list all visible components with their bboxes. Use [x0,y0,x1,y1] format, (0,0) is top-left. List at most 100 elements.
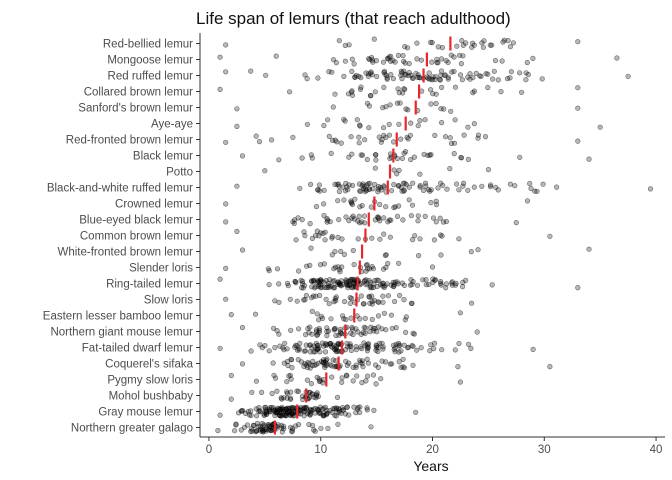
data-point [359,219,365,225]
series-points [217,52,620,67]
series-points [234,228,553,243]
data-point [389,361,395,367]
data-point [418,345,424,351]
series-points [223,260,436,275]
data-point [316,182,323,188]
data-point [525,71,531,78]
data-point [322,237,328,243]
data-point [380,293,386,299]
data-point [625,73,631,79]
data-point [439,347,445,353]
data-point [336,38,342,44]
data-point [433,91,439,97]
data-point [394,171,400,177]
data-point [490,76,496,82]
series-points [217,404,419,419]
data-point [371,36,377,42]
category-label: Slender loris [129,263,193,275]
data-point [395,86,401,92]
data-point [217,276,223,282]
data-point [233,421,239,427]
data-point [308,245,314,251]
data-point [296,347,302,353]
data-point [309,155,315,161]
data-point [335,409,341,415]
data-point [308,407,314,413]
data-point [325,217,331,223]
data-point [586,246,592,252]
data-point [495,187,501,193]
data-point [467,71,473,77]
data-point [373,157,379,163]
data-point [315,342,321,348]
data-point [322,229,328,235]
series-points [239,245,592,259]
data-point [337,326,344,333]
data-point [336,341,342,347]
data-point [309,331,315,337]
data-point [357,86,364,92]
data-point [289,404,295,410]
data-point [597,124,603,130]
data-point [321,187,327,193]
data-point [325,425,331,432]
data-point [468,249,474,255]
x-tick-label: 30 [538,444,551,456]
data-point [321,201,327,207]
data-point [547,364,553,370]
data-point [287,89,293,95]
data-point [334,394,341,401]
data-point [238,408,244,414]
data-point [343,316,349,323]
data-point [458,60,465,67]
data-point [485,71,491,77]
data-point [412,233,418,239]
data-point [391,139,397,145]
data-point [388,53,394,60]
data-point [272,344,278,351]
data-point [215,427,221,434]
data-point [296,268,302,274]
data-point [320,359,326,366]
data-point [327,341,333,347]
category-label: Pygmy slow loris [107,375,193,387]
data-point [284,358,291,365]
data-point [348,276,354,283]
data-point [375,313,382,319]
data-point [523,77,529,83]
data-point [399,155,406,161]
data-point [258,428,264,434]
data-point [308,152,314,158]
data-point [409,343,415,349]
data-point [228,372,234,379]
data-point [479,40,485,46]
data-point [363,325,369,331]
data-point [373,345,379,351]
data-point [465,187,471,193]
series-points [234,100,581,114]
data-point [369,285,375,291]
data-point [353,72,359,79]
data-point [273,53,279,59]
data-point [439,44,446,51]
data-point [320,413,327,419]
data-point [349,89,355,95]
data-point [302,233,308,239]
data-point [296,326,302,332]
data-point [223,265,229,272]
data-point [309,345,315,351]
data-point [284,346,290,352]
data-point [369,235,375,241]
data-point [407,132,414,138]
data-point [461,132,467,138]
category-label: Crowned lemur [115,199,193,211]
data-point [432,132,438,138]
category-label: Slow loris [144,295,193,307]
data-point [263,72,269,78]
data-point [489,42,495,48]
data-point [409,202,416,208]
data-point [332,91,338,97]
data-point [313,233,319,239]
data-point [368,92,374,99]
data-point [398,364,404,370]
